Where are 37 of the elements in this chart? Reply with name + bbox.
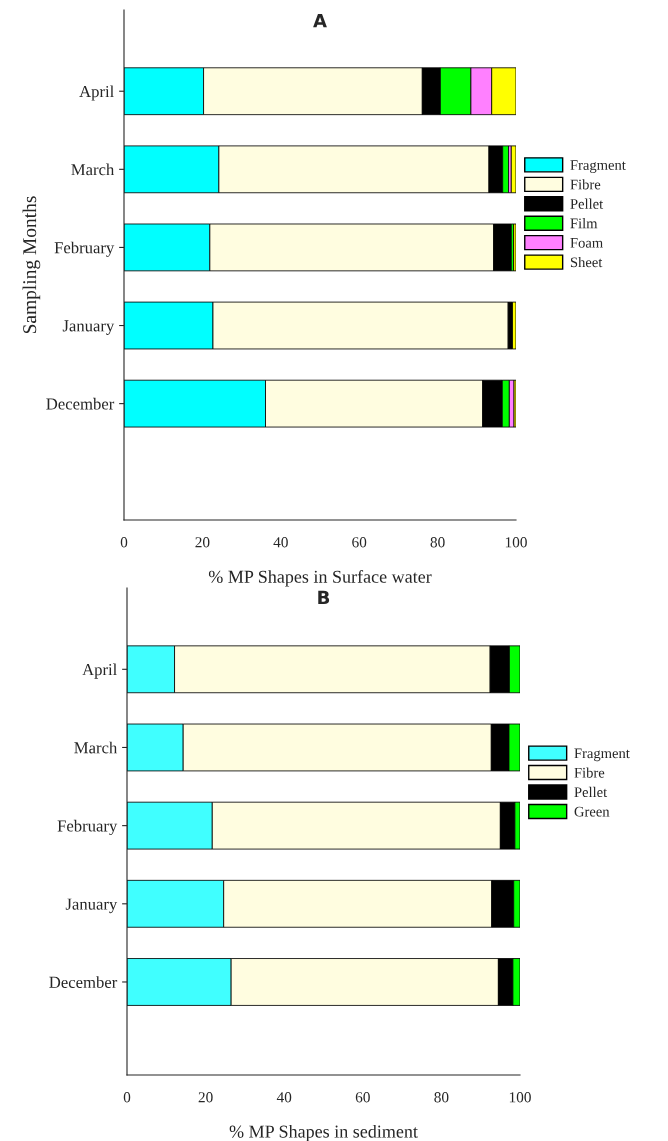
x-tick-label: 100 (505, 537, 527, 548)
y-tick-label: January (65, 898, 118, 914)
legend-label: Fibre (570, 179, 601, 190)
x-tick-label: 0 (123, 1092, 131, 1103)
legend-label: Fragment (574, 748, 630, 762)
x-tick-label: 20 (198, 1092, 213, 1103)
x-tick-label: 40 (276, 1092, 292, 1103)
x-tick-label: 0 (120, 537, 128, 548)
x-tick-label: 80 (434, 1092, 449, 1103)
x-tick-label: 40 (273, 537, 288, 548)
x-tick-label: 20 (195, 537, 210, 548)
x-axis-title: % MP Shapes in Surface water (208, 569, 432, 587)
y-tick-label: January (62, 320, 115, 335)
legend-label: Fibre (574, 767, 605, 778)
y-tick-label: February (57, 819, 118, 836)
y-tick-label: March (74, 741, 118, 754)
x-tick-label: 80 (430, 537, 445, 548)
y-tick-label: April (79, 85, 114, 101)
y-tick-label: December (46, 397, 115, 410)
x-axis-title: % MP Shapes in sediment (229, 1124, 418, 1141)
legend-label: Fragment (570, 160, 626, 173)
legend-label: Film (570, 218, 598, 229)
y-tick-label: April (82, 663, 117, 679)
chart-title: A (313, 14, 327, 28)
x-tick-label: 100 (509, 1092, 531, 1103)
y-tick-label: February (54, 241, 115, 257)
legend-label: Pellet (570, 198, 604, 209)
legend-label: Pellet (574, 786, 608, 798)
legend-label: Sheet (570, 256, 603, 268)
y-tick-label: December (49, 976, 118, 988)
chart-title: B (318, 590, 330, 605)
x-tick-label: 60 (355, 1092, 370, 1103)
legend-label: Foam (570, 238, 603, 248)
legend-label: Green (574, 806, 610, 817)
y-axis-title: Sampling Months (22, 196, 41, 334)
x-tick-label: 60 (352, 537, 367, 548)
y-tick-label: March (71, 163, 115, 176)
